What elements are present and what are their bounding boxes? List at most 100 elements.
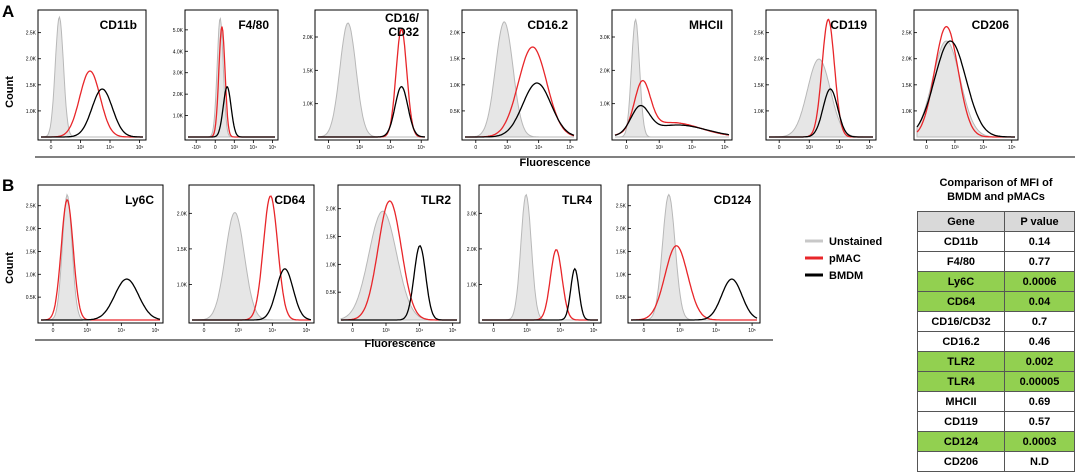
x-tick-label: 0 bbox=[778, 145, 781, 151]
y-tick-label: 1.0K bbox=[177, 282, 188, 288]
y-tick-label: 2.0K bbox=[303, 35, 314, 41]
plot-frame bbox=[478, 184, 602, 324]
y-tick-label: 2.0K bbox=[754, 57, 765, 63]
series-unstained bbox=[615, 17, 729, 138]
x-tick-label: 10³ bbox=[235, 328, 243, 334]
y-tick-label: 2.5K bbox=[26, 204, 37, 210]
cell-gene: CD119 bbox=[917, 411, 1005, 432]
histogram-cd64: 1.0K 1.5K 2.0K 0 10³ 10⁴ 10⁵ CD64 bbox=[177, 184, 315, 334]
y-tick-label: 0.5K bbox=[450, 109, 461, 115]
y-tick-label: 2.5K bbox=[26, 31, 37, 37]
y-tick-label: 3.0K bbox=[173, 71, 184, 77]
y-tick-label: 1.0K bbox=[26, 272, 37, 278]
chart-title: CD16.2 bbox=[527, 18, 568, 32]
y-tick-label: 5.0K bbox=[173, 28, 184, 34]
histogram-cd11b: 1.0K 1.5K 2.0K 2.5K 0 10³ 10⁴ 10⁵ CD11b bbox=[26, 9, 147, 151]
x-tick-label: -10³ bbox=[192, 145, 201, 151]
x-tick-label: 0 bbox=[351, 328, 354, 334]
y-tick-label: 4.0K bbox=[173, 49, 184, 55]
x-tick-label: 10⁴ bbox=[106, 145, 114, 151]
histogram-cd16-cd32: 1.0K 1.5K 2.0K 0 10³ 10⁴ 10⁵ CD16/CD32 bbox=[303, 9, 429, 151]
y-tick-label: 1.0K bbox=[326, 262, 337, 268]
chart-title: CD32 bbox=[388, 25, 419, 39]
y-tick-label: 1.5K bbox=[26, 249, 37, 255]
y-tick-label: 1.0K bbox=[303, 102, 314, 108]
plot-frame bbox=[184, 9, 279, 141]
panel-b-label: B bbox=[2, 176, 14, 195]
legend: Unstained pMAC BMDM bbox=[805, 236, 882, 282]
series-pmac bbox=[188, 26, 275, 138]
cell-p-value: 0.00005 bbox=[1004, 371, 1075, 392]
x-tick-label: 10⁵ bbox=[417, 145, 425, 151]
legend-label-bmdm: BMDM bbox=[829, 270, 863, 282]
y-tick-label: 2.5K bbox=[754, 31, 765, 37]
plot-frame bbox=[337, 184, 461, 324]
table-row: TLR4 0.00005 bbox=[917, 371, 1075, 392]
series-bmdm bbox=[631, 278, 758, 321]
table-row: CD206 N.D bbox=[917, 451, 1075, 472]
plot-frame bbox=[314, 9, 429, 141]
chart-title: CD119 bbox=[830, 18, 867, 32]
y-tick-label: 1.0K bbox=[450, 83, 461, 89]
x-tick-label: 10³ bbox=[806, 145, 814, 151]
plot-frame bbox=[611, 9, 733, 141]
y-tick-label: 2.5K bbox=[902, 31, 913, 37]
cell-p-value: N.D bbox=[1004, 451, 1075, 472]
cell-p-value: 0.0003 bbox=[1004, 431, 1075, 452]
series-bmdm bbox=[341, 244, 457, 321]
mfi-comparison-table: Gene P value CD11b 0.14 F4/80 0.77 Ly6C 0.000… bbox=[917, 211, 1075, 472]
table-header-row: Gene P value bbox=[917, 211, 1075, 232]
legend-label-pmac: pMAC bbox=[829, 253, 861, 265]
table-row: Ly6C 0.0006 bbox=[917, 271, 1075, 292]
x-tick-label: 10⁵ bbox=[136, 145, 144, 151]
series-pmac bbox=[41, 198, 160, 321]
cell-p-value: 0.04 bbox=[1004, 291, 1075, 312]
chart-title: CD64 bbox=[274, 193, 305, 207]
y-tick-label: 2.0K bbox=[26, 227, 37, 233]
series-bmdm bbox=[41, 278, 161, 321]
x-tick-label: 0 bbox=[327, 145, 330, 151]
x-tick-label: 10³ bbox=[951, 145, 959, 151]
x-tick-label: 10⁴ bbox=[117, 328, 125, 334]
y-tick-label: 1.0K bbox=[26, 109, 37, 115]
histogram-panels: 1.0K 1.5K 2.0K 2.5K 0 10³ 10⁴ 10⁵ CD11b 1.0K 2.0K 3… bbox=[26, 9, 1019, 334]
series-pmac bbox=[631, 245, 757, 321]
y-tick-label: 1.5K bbox=[450, 57, 461, 63]
chart-title: CD16/ bbox=[385, 11, 420, 25]
cell-p-value: 0.57 bbox=[1004, 411, 1075, 432]
y-tick-label: 1.5K bbox=[303, 68, 314, 74]
table-row: MHCII 0.69 bbox=[917, 391, 1075, 412]
y-tick-label: 1.5K bbox=[177, 247, 188, 253]
table-row: TLR2 0.002 bbox=[917, 351, 1075, 372]
x-tick-label: 10³ bbox=[656, 145, 664, 151]
y-tick-label: 2.0K bbox=[600, 68, 611, 74]
y-tick-label: 1.0K bbox=[173, 114, 184, 120]
y-tick-label: 3.0K bbox=[467, 211, 478, 217]
x-tick-label: 10³ bbox=[676, 328, 684, 334]
histogram-cd124: 0.5K 1.0K 1.5K 2.0K 2.5K 0 10³ 10⁴ 10⁵ CD124 bbox=[616, 184, 761, 334]
chart-title: CD206 bbox=[972, 18, 1010, 32]
chart-title: F4/80 bbox=[238, 18, 269, 32]
x-tick-label: 0 bbox=[203, 328, 206, 334]
series-bmdm bbox=[192, 268, 312, 321]
series-pmac bbox=[482, 249, 598, 321]
x-tick-label: 10³ bbox=[356, 145, 364, 151]
cell-gene: TLR4 bbox=[917, 371, 1005, 392]
series-bmdm bbox=[41, 88, 143, 138]
x-tick-label: 10⁵ bbox=[866, 145, 874, 151]
y-tick-label: 1.5K bbox=[754, 83, 765, 89]
legend-label-unstained: Unstained bbox=[829, 236, 882, 248]
y-tick-label: 2.0K bbox=[467, 247, 478, 253]
y-tick-label: 1.0K bbox=[467, 282, 478, 288]
x-tick-label: 10⁴ bbox=[415, 328, 423, 334]
cell-p-value: 0.7 bbox=[1004, 311, 1075, 332]
y-tick-label: 1.5K bbox=[326, 235, 337, 241]
series-unstained bbox=[340, 210, 457, 321]
x-tick-label: 10⁵ bbox=[590, 328, 598, 334]
y-tick-label: 2.0K bbox=[616, 227, 627, 233]
y-tick-label: 3.0K bbox=[600, 35, 611, 41]
x-tick-label: 0 bbox=[214, 145, 217, 151]
table-body: CD11b 0.14 F4/80 0.77 Ly6C 0.0006 CD64 0.04 CD16… bbox=[917, 231, 1075, 472]
y-tick-label: 2.0K bbox=[450, 31, 461, 37]
x-tick-label: 10³ bbox=[231, 145, 239, 151]
